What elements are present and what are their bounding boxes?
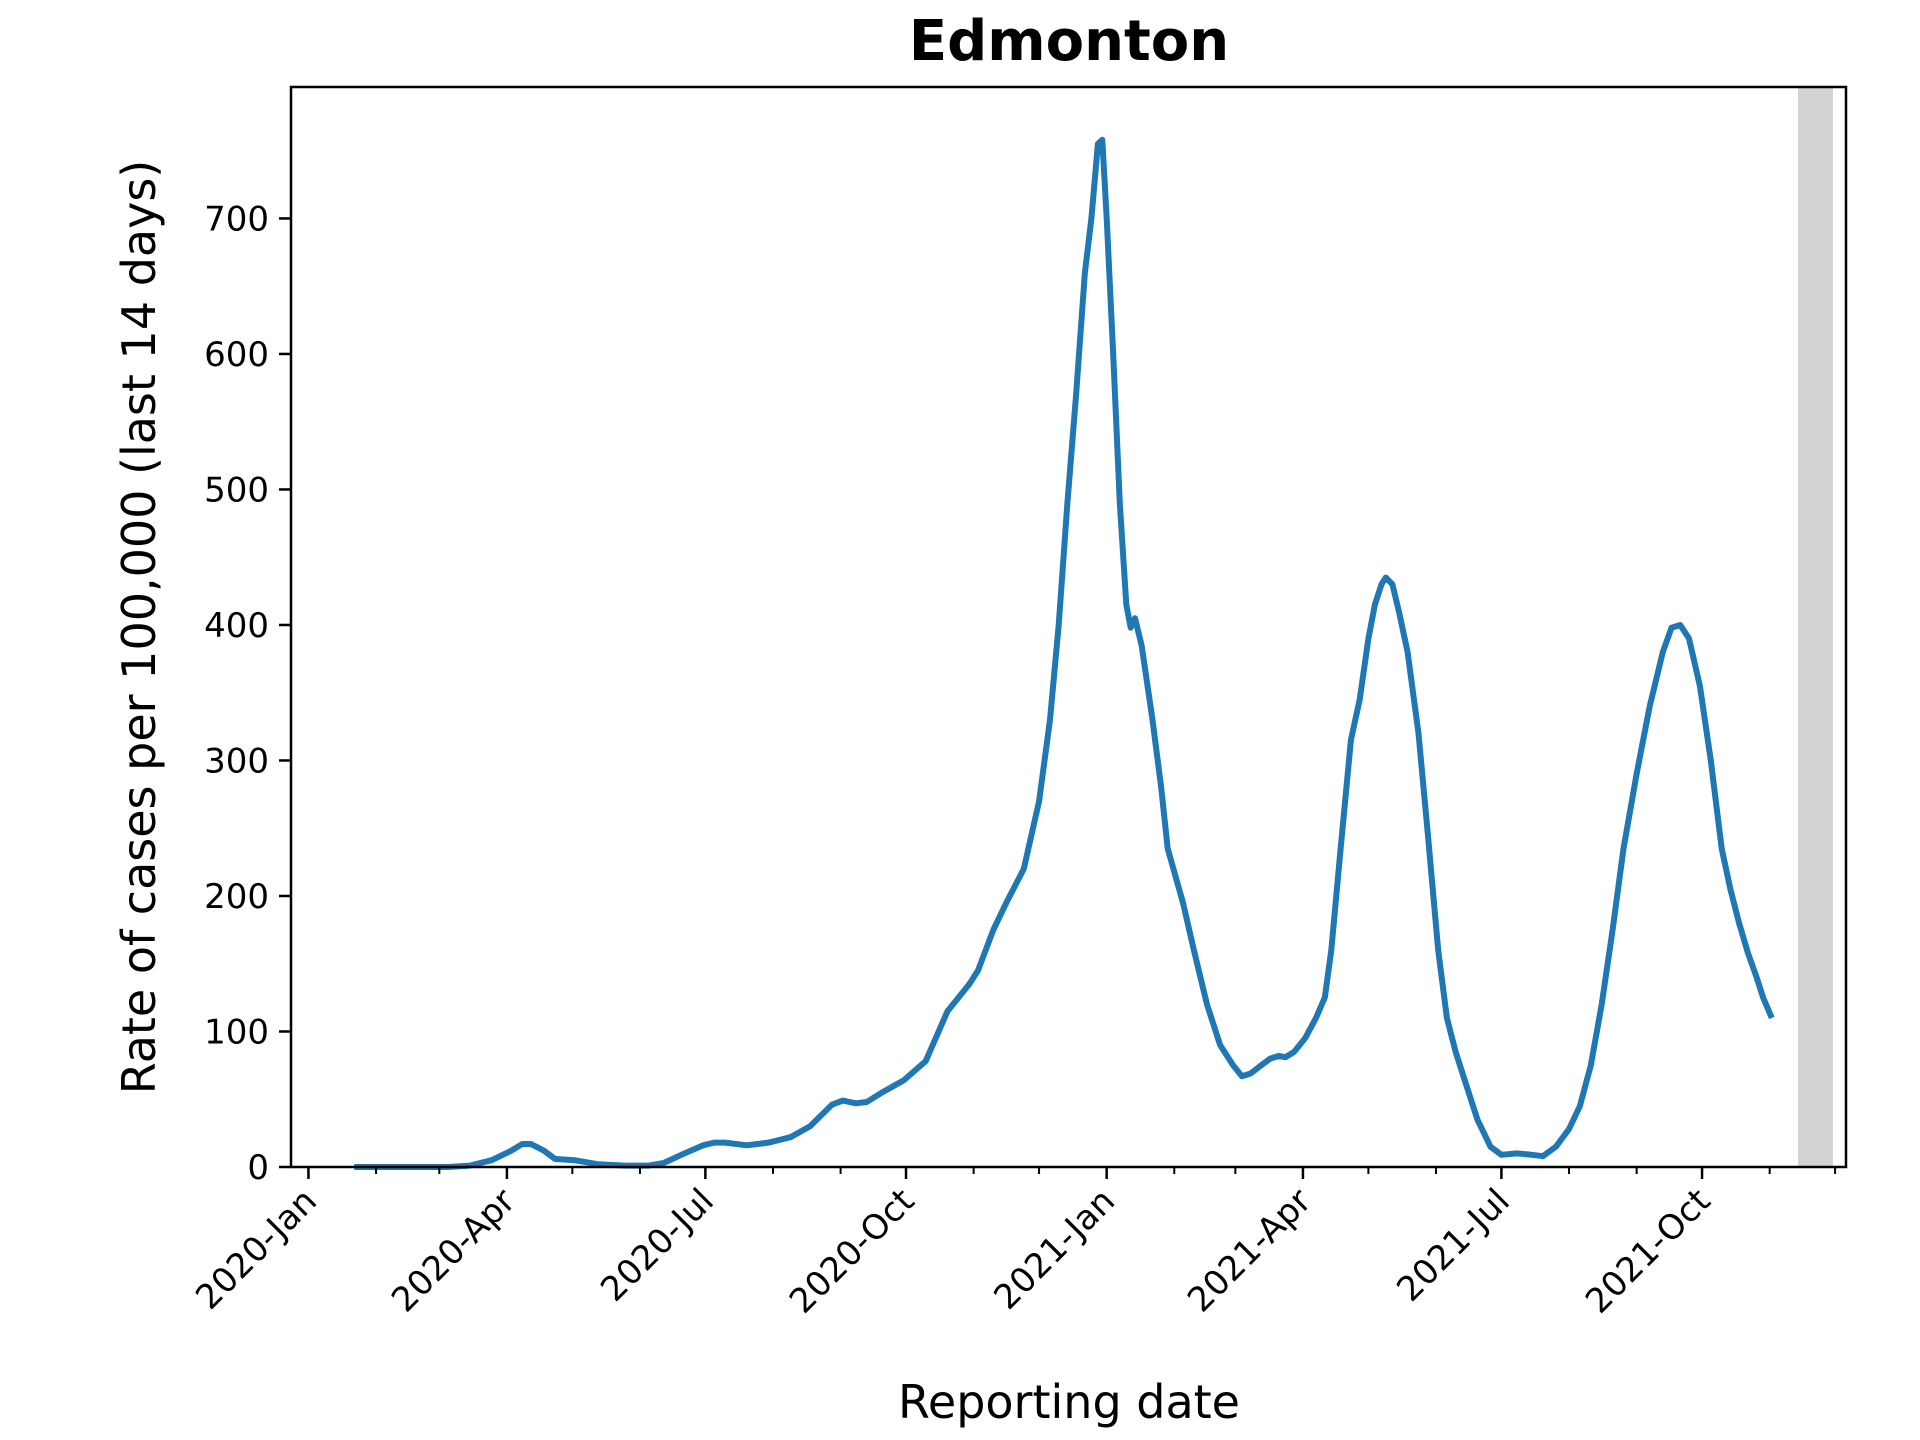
y-axis-label: Rate of cases per 100,000 (last 14 days) — [112, 160, 166, 1095]
y-tick-label: 600 — [204, 335, 269, 375]
chart-title: Edmonton — [909, 9, 1229, 74]
x-tick-label: 2020-Jan — [188, 1181, 325, 1318]
x-tick-label: 2021-Oct — [1578, 1181, 1718, 1321]
x-tick-label: 2020-Jul — [593, 1181, 721, 1309]
y-tick-label: 0 — [247, 1148, 269, 1188]
x-tick-label: 2020-Oct — [782, 1181, 922, 1321]
x-axis-label: Reporting date — [898, 1375, 1240, 1429]
x-tick-label: 2021-Jan — [986, 1181, 1123, 1318]
shaded-region — [1798, 87, 1833, 1167]
y-tick-label: 700 — [204, 199, 269, 239]
series-line-1 — [354, 136, 1775, 1170]
y-tick-label: 500 — [204, 470, 269, 510]
x-tick-label: 2021-Jul — [1389, 1181, 1517, 1309]
y-tick-label: 400 — [204, 606, 269, 646]
x-tick-label: 2021-Apr — [1180, 1181, 1319, 1320]
plot-area — [354, 87, 1833, 1170]
axes: 0 100 200 300 400 500 600 700 2020-Jan 2020-Apr 20… — [188, 199, 1837, 1321]
y-tick-label: 300 — [204, 741, 269, 781]
y-tick-label: 200 — [204, 877, 269, 917]
x-tick-label: 2020-Apr — [384, 1181, 523, 1320]
plot-frame — [289, 85, 1848, 1169]
y-tick-label: 100 — [204, 1012, 269, 1052]
